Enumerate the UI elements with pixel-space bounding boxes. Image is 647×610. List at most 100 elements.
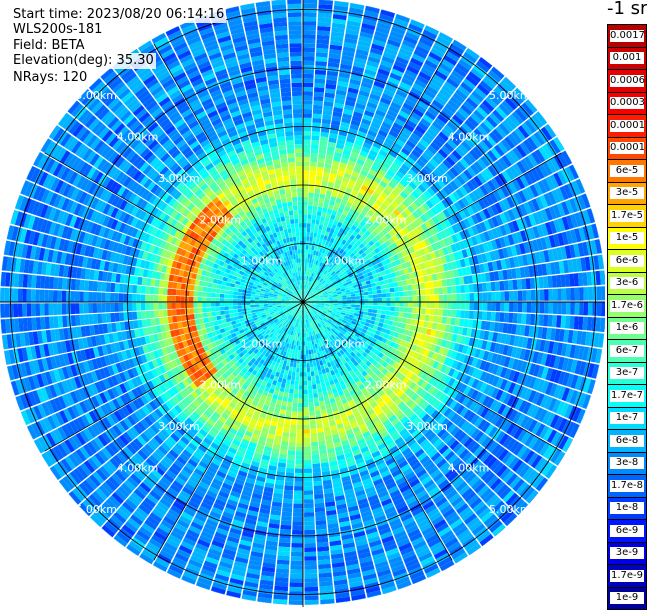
ppi-cell [456,286,461,294]
ppi-cell [367,287,372,291]
ppi-cell [290,583,303,588]
ppi-cell [496,292,501,301]
ppi-cell [317,428,324,433]
ppi-cell [303,26,316,31]
ppi-cell [294,389,299,394]
ppi-cell [505,291,510,301]
ppi-cell [283,494,293,499]
ppi-cell [297,359,300,364]
ppi-cell [421,296,426,302]
ppi-cell [309,175,315,180]
ppi-cell [303,227,307,232]
ppi-cell [303,61,314,66]
ppi-cell [430,302,435,308]
ppi-cell [482,283,487,292]
ppi-cell [539,314,544,326]
ppi-cell [314,193,320,198]
ppi-cell [303,100,313,105]
ppi-cell [426,302,431,308]
ppi-cell [491,312,496,321]
ppi-cell [391,297,396,301]
ppi-cell [289,587,303,592]
ppi-cell [377,306,382,310]
ppi-cell [478,293,483,302]
ppi-cell [312,136,320,141]
ppi-cell [281,383,286,388]
ppi-cell [299,337,301,342]
ppi-cell [303,206,308,211]
ppi-cell [386,297,391,301]
ppi-cell [294,482,303,487]
ppi-cell [373,298,378,302]
ppi-cell [543,276,548,288]
ppi-cell [308,210,313,215]
ppi-cell [305,258,307,263]
ppi-cell [381,289,386,293]
ppi-cell [312,455,320,460]
ppi-cell [311,376,315,381]
ppi-cell [307,368,311,373]
ppi-cell [308,201,313,206]
ppi-cell [406,279,411,285]
ppi-cell [317,207,322,212]
ppi-cell [404,302,409,307]
ppi-cell [518,291,523,301]
ppi-cell [424,282,429,288]
ppi-cell [308,381,312,386]
ppi-cell [413,302,418,307]
ppi-cell [300,372,304,377]
ppi-cell [448,294,453,301]
ppi-cell [317,167,324,172]
ppi-cell [305,596,319,601]
ppi-cell [304,460,312,465]
ppi-cell [413,296,418,301]
ppi-cell [304,512,314,517]
ppi-cell [314,96,324,101]
ppi-cell [309,179,315,184]
ppi-cell [286,361,290,366]
ppi-cell [304,543,316,548]
ppi-cell [356,299,360,302]
ppi-cell [412,290,417,296]
ppi-cell [313,109,322,114]
ppi-cell [314,402,319,407]
ppi-cell [553,289,558,301]
ppi-cell [342,297,347,299]
ppi-cell [461,294,466,302]
ppi-cell [325,303,330,305]
ppi-cell [398,312,403,317]
ppi-cell [297,416,303,421]
ppi-cell [303,135,311,140]
ppi-cell [317,366,321,371]
ppi-cell [297,420,303,425]
ppi-cell [362,315,367,319]
ppi-cell [309,358,312,363]
ppi-cell [395,292,400,297]
ppi-cell [310,416,316,421]
ppi-cell [313,362,317,367]
ppi-cell [303,350,306,354]
ppi-cell [347,297,352,300]
ppi-cell [303,21,316,26]
ppi-cell [310,363,314,368]
ppi-cell [351,307,356,310]
ppi-cell [443,287,448,294]
ppi-cell [518,302,523,312]
ppi-cell [378,298,383,302]
ppi-cell [304,539,315,544]
ppi-cell [310,166,317,171]
ppi-cell [293,508,303,513]
ppi-cell [303,197,308,202]
ppi-cell [557,302,562,314]
ppi-cell [588,287,593,301]
ppi-cell [292,539,303,544]
ppi-cell [286,379,291,384]
ppi-cell [291,552,303,557]
ppi-cell [309,237,313,242]
ppi-cell [281,405,287,410]
ppi-cell [535,290,540,301]
ppi-cell [314,490,323,495]
ppi-cell [306,241,309,246]
ppi-cell [544,302,549,314]
ppi-cell [299,390,303,394]
